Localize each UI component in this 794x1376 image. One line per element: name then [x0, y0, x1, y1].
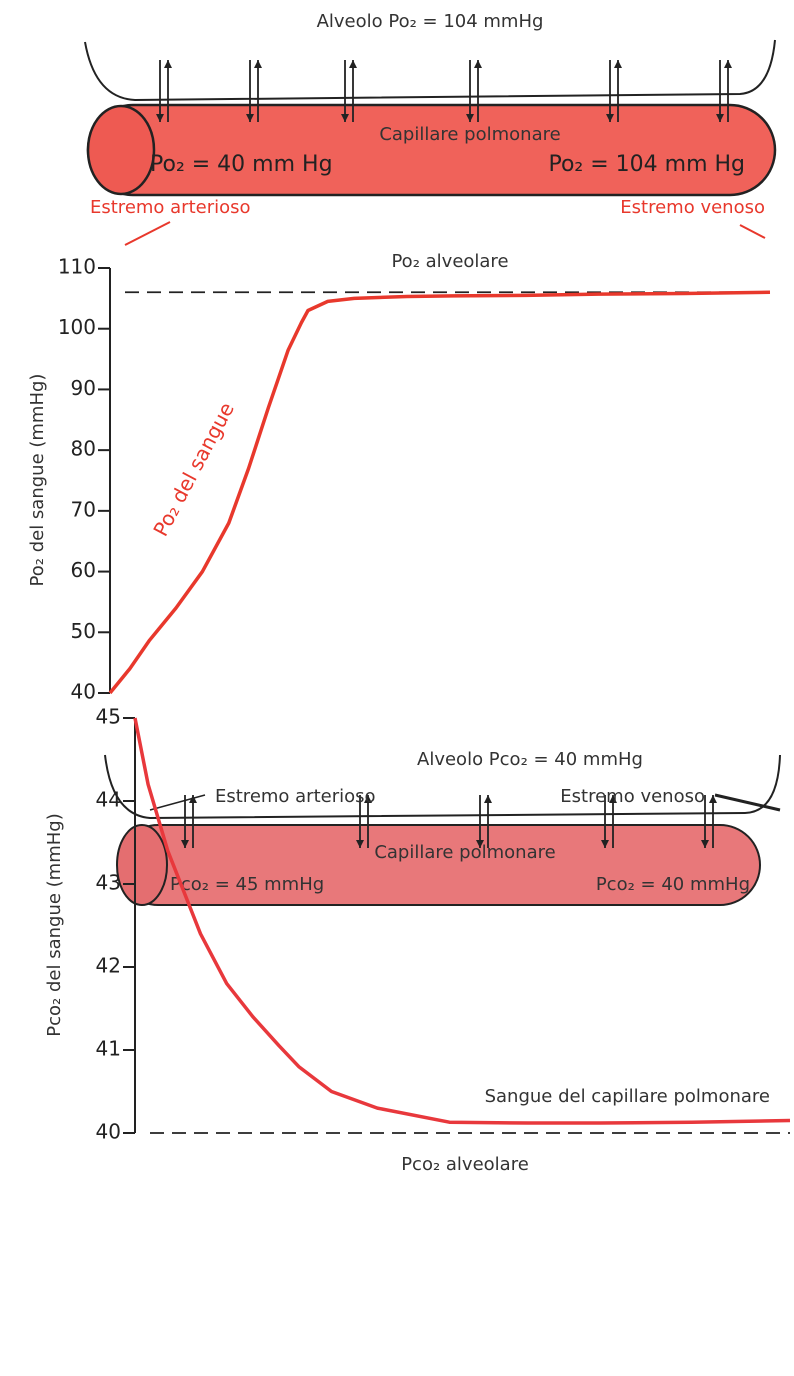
y-tick-label: 50 — [71, 619, 96, 643]
y-tick-label: 80 — [71, 437, 96, 461]
y-tick-label: 42 — [96, 954, 121, 978]
arrow-head — [254, 60, 262, 68]
arrow — [740, 225, 765, 238]
y-tick-label: 90 — [71, 376, 96, 400]
arterial-end-label: Estremo arterioso — [90, 197, 251, 218]
venous-end-label: Estremo venoso — [620, 197, 765, 218]
data-line — [135, 718, 790, 1123]
venous-end-label: Estremo venoso — [560, 786, 705, 807]
y-tick-label: 40 — [96, 1120, 121, 1144]
arrow-head — [614, 60, 622, 68]
y-axis-label: Po₂ del sangue (mmHg) — [27, 374, 48, 587]
series-label: Po₂ del sangue — [148, 398, 239, 540]
y-axis-label: Pco₂ del sangue (mmHg) — [44, 813, 65, 1036]
arrow-head — [164, 60, 172, 68]
reference-label: Po₂ alveolare — [391, 251, 508, 272]
y-tick-label: 41 — [96, 1037, 121, 1061]
y-tick-label: 100 — [58, 315, 96, 339]
alveolus-label: Alveolo Pco₂ = 40 mmHg — [417, 749, 643, 770]
arrow-head — [484, 795, 492, 803]
y-tick-label: 45 — [96, 705, 121, 729]
y-tick-label: 60 — [71, 558, 96, 582]
end-label: Po₂ = 104 mm Hg — [548, 152, 745, 177]
arrow-head — [349, 60, 357, 68]
y-tick-label: 43 — [96, 871, 121, 895]
alveolus-wall — [85, 40, 775, 100]
series-label: Sangue del capillare polmonare — [485, 1086, 770, 1107]
arrow-head — [474, 60, 482, 68]
reference-label: Pco₂ alveolare — [401, 1154, 529, 1175]
capillary-label: Capillare polmonare — [379, 124, 560, 145]
arrow-head — [724, 60, 732, 68]
y-tick-label: 110 — [58, 255, 96, 279]
alveolus-label: Alveolo Po₂ = 104 mmHg — [317, 11, 544, 32]
capillary-label: Capillare polmonare — [374, 842, 555, 863]
capillary-end — [117, 825, 167, 905]
data-line — [110, 292, 770, 693]
y-tick-label: 40 — [71, 680, 96, 704]
y-tick-label: 70 — [71, 497, 96, 521]
start-label: Pco₂ = 45 mmHg — [170, 874, 324, 895]
capillary — [88, 105, 775, 195]
page: {"chart_data": [ {"type": "line", "ylabe… — [0, 0, 794, 1376]
y-tick-label: 44 — [96, 788, 121, 812]
end-label: Pco₂ = 40 mmHg — [596, 874, 750, 895]
start-label: Po₂ = 40 mm Hg — [150, 152, 333, 177]
arrow — [125, 222, 170, 245]
figure: Alveolo Po₂ = 104 mmHg Capillare polmonar… — [0, 0, 794, 1376]
capillary-end — [88, 106, 154, 194]
arterial-end-label: Estremo arterioso — [215, 786, 376, 807]
